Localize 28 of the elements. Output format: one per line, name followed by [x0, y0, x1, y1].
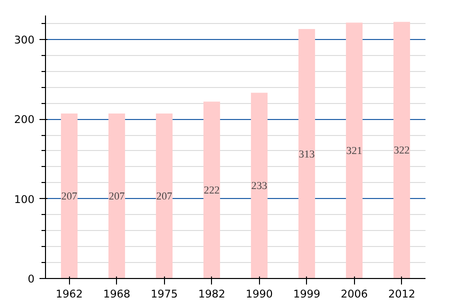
- data-label: 233: [251, 181, 268, 192]
- data-label: 207: [156, 192, 173, 203]
- bar: [393, 22, 410, 278]
- bar: [203, 102, 220, 278]
- y-tick-label: 100: [14, 192, 35, 206]
- y-tick-label: 300: [14, 33, 35, 46]
- bar: [156, 114, 173, 278]
- x-tick-label: 1982: [198, 288, 226, 300]
- data-label: 313: [298, 149, 315, 160]
- bar: [250, 92, 268, 278]
- data-label: 207: [108, 192, 126, 203]
- bar: [60, 114, 78, 278]
- data-label: 207: [61, 192, 78, 203]
- y-tick-label: 200: [14, 113, 35, 126]
- bar: [298, 29, 316, 278]
- x-tick-label: 1975: [150, 288, 178, 300]
- x-tick-label: 1968: [103, 288, 131, 300]
- x-tick-label: 1990: [246, 288, 274, 300]
- x-tick-label: 1962: [56, 288, 83, 300]
- bar: [346, 22, 363, 278]
- x-tick-label: 2012: [388, 288, 416, 300]
- x-tick-label: 1999: [293, 288, 321, 300]
- y-tick-label: 0: [28, 272, 35, 286]
- data-label: 222: [204, 186, 220, 197]
- bar: [108, 114, 126, 278]
- data-label: 321: [346, 146, 362, 158]
- data-label: 322: [394, 146, 410, 157]
- x-tick-label: 2006: [340, 288, 368, 300]
